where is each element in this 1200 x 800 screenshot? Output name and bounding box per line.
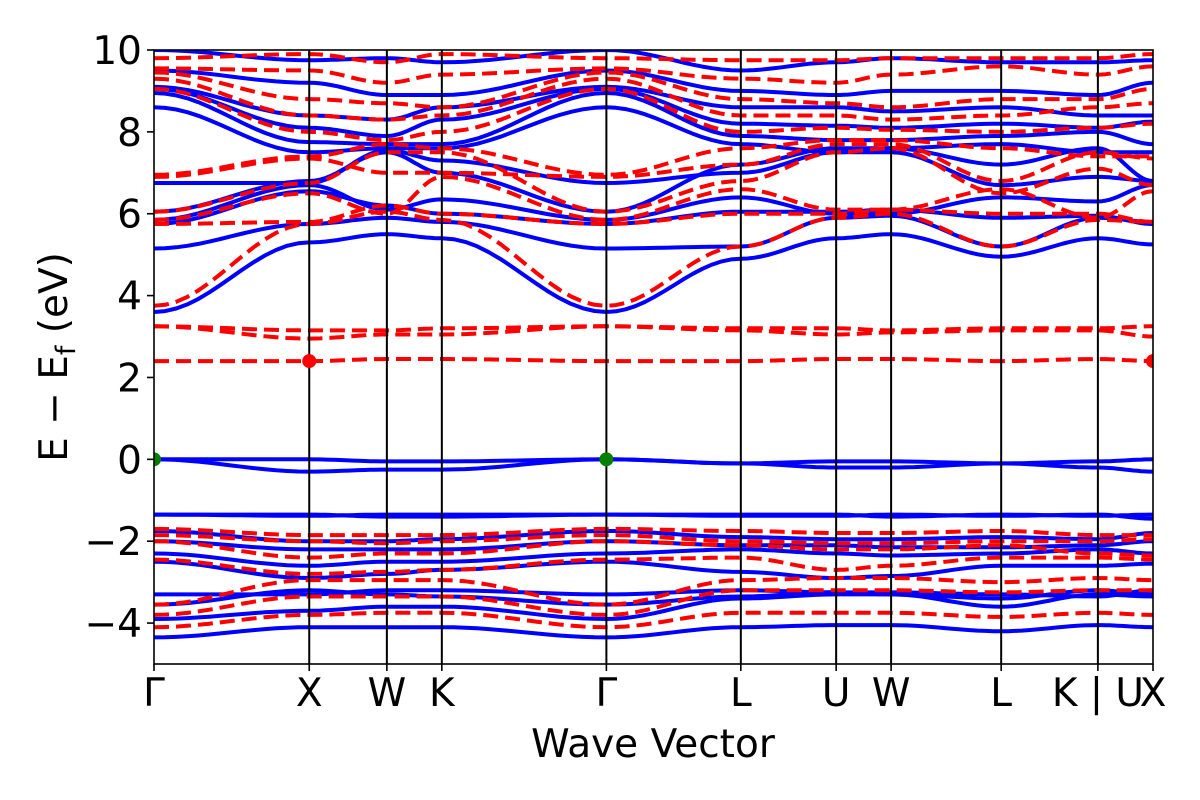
bands-layer bbox=[154, 50, 1153, 640]
spin-down-band-19 bbox=[154, 64, 1153, 85]
x-tick-label: K | U bbox=[1052, 671, 1144, 716]
spin-up-band-11 bbox=[154, 457, 1153, 466]
spin-down-band-8 bbox=[154, 324, 1153, 341]
x-tick-label: W bbox=[872, 671, 911, 716]
y-axis: 10 8 6 4 2 0 −2 −4 bbox=[85, 29, 154, 647]
x-tick-label: K bbox=[429, 671, 456, 716]
y-axis-title-main: E − E bbox=[32, 355, 77, 462]
x-tick-label: L bbox=[990, 671, 1012, 716]
y-tick-label: −2 bbox=[85, 520, 143, 565]
y-tick-label: 2 bbox=[117, 356, 142, 401]
y-tick-label: 10 bbox=[92, 29, 142, 74]
y-tick-label: 0 bbox=[117, 438, 142, 483]
y-axis-title: E − Ef (eV) bbox=[32, 252, 82, 462]
vbm-marker bbox=[599, 452, 614, 467]
spin-up-band-0 bbox=[154, 623, 1153, 640]
spin-up-band-23 bbox=[154, 50, 1153, 73]
spin-up-bands-group bbox=[154, 50, 1153, 640]
y-tick-label: 4 bbox=[117, 275, 142, 320]
cbm-marker bbox=[302, 354, 317, 369]
spin-down-band-20 bbox=[154, 52, 1153, 65]
spin-up-band-20 bbox=[154, 86, 1153, 138]
cbm-marker bbox=[1146, 354, 1153, 369]
x-tick-label: Γ bbox=[596, 671, 618, 716]
plot-frame bbox=[153, 49, 1154, 665]
spin-down-band-9 bbox=[154, 324, 1153, 333]
spin-down-band-1 bbox=[154, 588, 1153, 617]
spin-up-band-9 bbox=[154, 512, 1153, 519]
y-axis-title-unit: (eV) bbox=[32, 252, 77, 346]
spin-down-band-5 bbox=[154, 533, 1153, 546]
y-axis-title-sub: f bbox=[51, 344, 82, 355]
y-tick-label: 8 bbox=[117, 111, 142, 156]
spin-down-band-3 bbox=[154, 555, 1153, 576]
spin-down-band-16 bbox=[154, 86, 1153, 143]
x-tick-label: Γ bbox=[143, 671, 165, 716]
x-tick-label: X bbox=[1140, 671, 1167, 716]
spin-down-band-4 bbox=[154, 539, 1153, 560]
spin-down-band-0 bbox=[154, 610, 1153, 630]
x-tick-label: U bbox=[822, 671, 851, 716]
vbm-marker bbox=[154, 452, 161, 467]
spin-down-band-6 bbox=[154, 526, 1153, 538]
x-tick-label: W bbox=[368, 671, 407, 716]
extrema-markers bbox=[154, 354, 1153, 467]
x-tick-label: L bbox=[730, 671, 752, 716]
y-tick-label: −4 bbox=[85, 602, 143, 647]
spin-down-band-14 bbox=[154, 142, 1153, 183]
x-tick-label: X bbox=[296, 671, 323, 716]
y-tick-label: 6 bbox=[117, 193, 142, 238]
x-axis-title: Wave Vector bbox=[531, 722, 776, 767]
